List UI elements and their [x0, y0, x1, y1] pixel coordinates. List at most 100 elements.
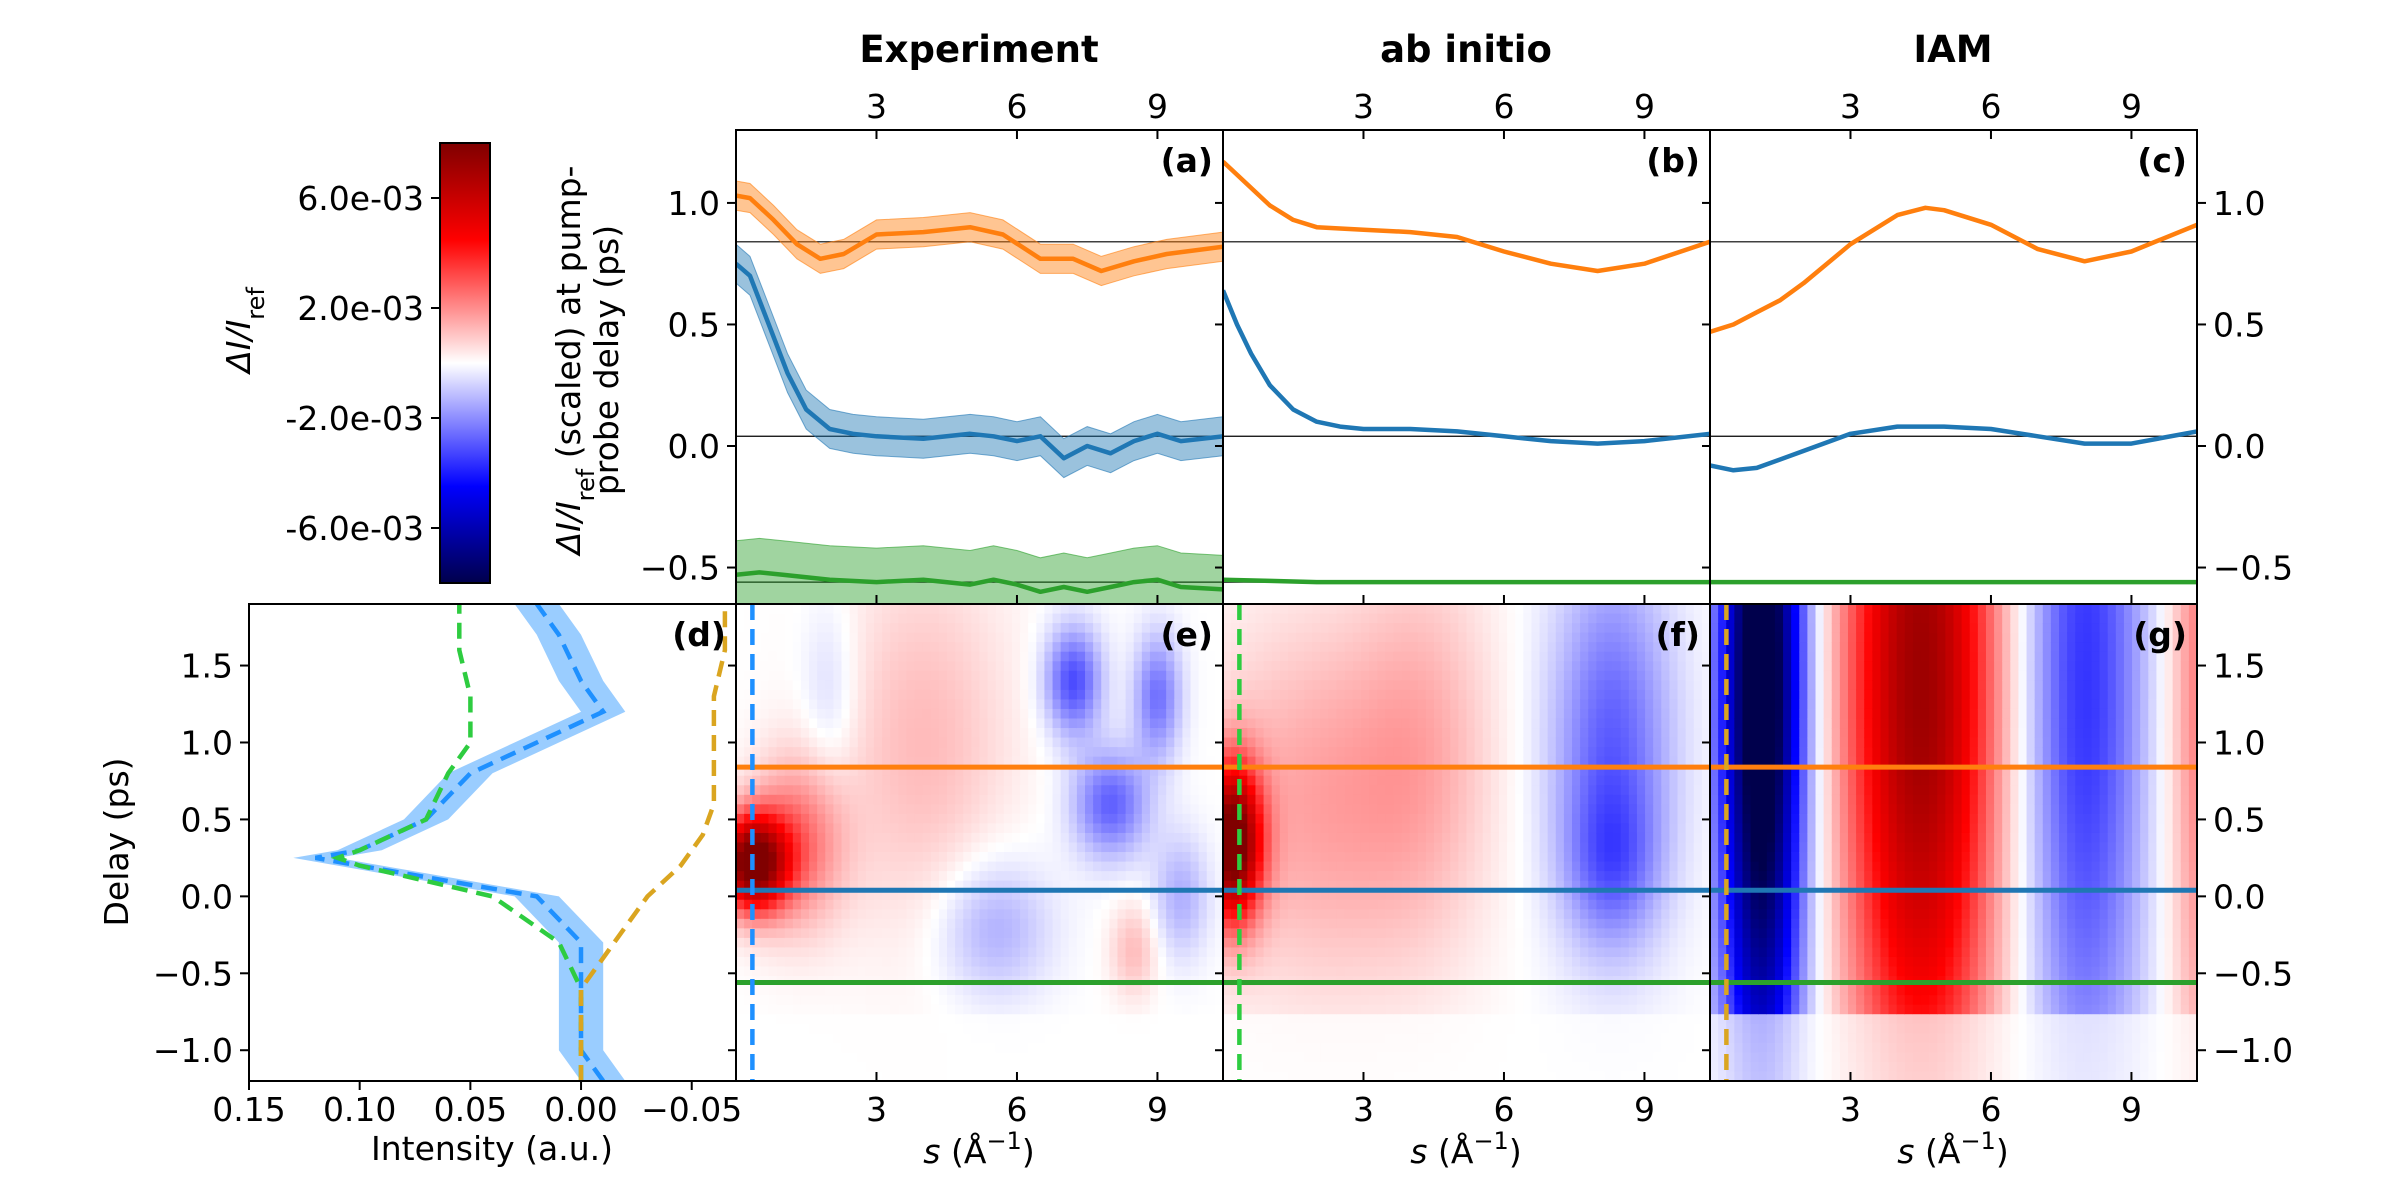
heatmap-cell: [1336, 718, 1346, 729]
heatmap-cell: [792, 747, 802, 758]
heatmap-cell: [1279, 918, 1289, 929]
heatmap-cell: [1515, 794, 1524, 805]
heatmap-cell: [1101, 747, 1110, 758]
heatmap-cell: [1133, 661, 1143, 672]
heatmap-cell: [1085, 956, 1094, 968]
heatmap-cell: [1206, 995, 1216, 1006]
heatmap-cell: [882, 804, 891, 815]
heatmap-cell: [1247, 918, 1257, 929]
heatmap-cell: [1085, 642, 1094, 653]
heatmap-cell: [1417, 651, 1427, 662]
heatmap-cell: [1239, 728, 1248, 739]
heatmap-cell: [768, 1014, 778, 1025]
heatmap-cell: [1239, 689, 1248, 700]
heatmap-cell: [1223, 871, 1232, 882]
heatmap-cell: [1336, 785, 1346, 796]
heatmap-cell: [906, 1061, 916, 1073]
heatmap-cell: [1247, 832, 1257, 844]
heatmap-cell: [1523, 689, 1533, 700]
heatmap-cell: [865, 1023, 875, 1034]
heatmap-cell: [1385, 642, 1395, 653]
heatmap-cell: [873, 1052, 883, 1063]
heatmap-cell: [1036, 661, 1046, 672]
heatmap-cell: [1190, 823, 1200, 834]
heatmap-cell: [898, 728, 908, 739]
heatmap-cell: [1498, 966, 1508, 977]
heatmap-cell: [1231, 1014, 1240, 1025]
heatmap-cell: [1304, 918, 1313, 929]
heatmap-cell: [800, 708, 810, 720]
heatmap-cell: [898, 1071, 908, 1081]
heatmap-cell: [1466, 661, 1476, 672]
heatmap-cell: [1239, 661, 1248, 672]
heatmap-cell: [800, 1023, 810, 1034]
heatmap-cell: [1060, 708, 1070, 720]
heatmap-cell: [1174, 842, 1184, 853]
heatmap-cell: [955, 699, 964, 710]
heatmap-cell: [1328, 661, 1338, 672]
heatmap-cell: [938, 642, 948, 653]
heatmap-cell: [1352, 623, 1362, 634]
heatmap-cell: [1352, 642, 1362, 653]
heatmap-cell: [833, 880, 843, 891]
heatmap-cell: [1482, 1042, 1492, 1053]
heatmap-cell: [971, 842, 981, 853]
heatmap-cell: [1166, 1014, 1175, 1025]
heatmap-cell: [1271, 680, 1281, 691]
heatmap-cell: [1182, 689, 1192, 700]
heatmap-cell: [1198, 909, 1208, 920]
heatmap-cell: [1198, 871, 1208, 882]
heatmap-cell: [1450, 909, 1459, 920]
heatmap-cell: [841, 670, 851, 681]
heatmap-cell: [1263, 623, 1273, 634]
heatmap-cell: [1166, 756, 1175, 767]
heatmap-cell: [1401, 937, 1411, 949]
heatmap-cell: [1287, 661, 1297, 672]
heatmap-cell: [1076, 832, 1086, 844]
heatmap-cell: [1425, 861, 1435, 872]
heatmap-cell: [1442, 813, 1451, 825]
heatmap-cell: [1158, 632, 1167, 643]
heatmap-cell: [979, 852, 989, 863]
heatmap-cell: [882, 775, 891, 786]
heatmap-cell: [1255, 899, 1265, 910]
heatmap-cell: [890, 1052, 899, 1063]
heatmap-cell: [890, 1071, 899, 1081]
heatmap-cell: [1141, 842, 1151, 853]
heatmap-cell: [1296, 766, 1305, 777]
heatmap-cell: [1466, 1042, 1476, 1053]
heatmap-cell: [1425, 813, 1435, 825]
heatmap-cell: [1060, 785, 1070, 796]
heatmap-cell: [1434, 880, 1443, 891]
heatmap-cell: [1531, 689, 1541, 700]
heatmap-cell: [849, 899, 859, 910]
heatmap-cell: [1320, 947, 1330, 958]
heatmap-cell: [841, 832, 851, 844]
heatmap-cell: [1409, 1071, 1419, 1081]
heatmap-cell: [1060, 909, 1070, 920]
heatmap-cell: [1385, 890, 1395, 901]
heatmap-cell: [760, 728, 770, 739]
heatmap-cell: [1060, 871, 1070, 882]
heatmap-cell: [1385, 909, 1395, 920]
heatmap-cell: [963, 689, 972, 700]
heatmap-cell: [1149, 642, 1159, 653]
heatmap-cell: [1141, 1023, 1151, 1034]
heatmap-cell: [1214, 1033, 1223, 1044]
heatmap-cell: [930, 680, 940, 691]
heatmap-cell: [776, 813, 786, 825]
heatmap-cell: [800, 699, 810, 710]
heatmap-cell: [849, 842, 859, 853]
heatmap-cell: [971, 708, 981, 720]
heatmap-cell: [1060, 918, 1070, 929]
heatmap-cell: [809, 966, 818, 977]
heatmap-cell: [1190, 985, 1200, 996]
heatmap-cell: [987, 852, 997, 863]
heatmap-cell: [1474, 985, 1484, 996]
heatmap-cell: [1206, 804, 1216, 815]
heatmap-cell: [768, 718, 778, 729]
heatmap-cell: [1490, 861, 1500, 872]
heatmap-cell: [752, 613, 761, 624]
heatmap-cell: [833, 756, 843, 767]
heatmap-cell: [947, 728, 956, 739]
